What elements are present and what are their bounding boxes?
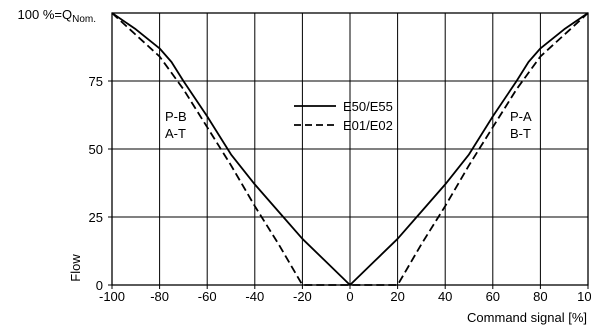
y-tick-label: 75: [89, 74, 103, 89]
annotation-pb-at-line1: P-B: [165, 109, 187, 124]
y-tick-label: 25: [89, 210, 103, 225]
y-axis-top-label: 100 %=QNom.: [18, 7, 96, 25]
x-tick-label: -40: [245, 289, 264, 304]
x-tick-label: 100: [577, 289, 591, 304]
annotation-pa-bt-line1: P-A: [510, 109, 532, 124]
x-tick-label: -20: [293, 289, 312, 304]
legend-label-e50: E50/E55: [343, 99, 393, 114]
x-tick-label: 20: [390, 289, 404, 304]
x-tick-label: 60: [486, 289, 500, 304]
x-tick-label: -100: [99, 289, 125, 304]
x-tick-label: 80: [533, 289, 547, 304]
legend: E50/E55 E01/E02: [294, 99, 393, 133]
y-tick-label: 50: [89, 142, 103, 157]
y-top-label-sub: Nom.: [72, 14, 96, 25]
y-tick-label: 0: [96, 278, 103, 293]
annotation-pa-bt-line2: B-T: [510, 126, 531, 141]
annotation-pb-at-line2: A-T: [165, 126, 186, 141]
x-tick-label: -80: [150, 289, 169, 304]
x-tick-label: 40: [438, 289, 452, 304]
x-axis-label: Command signal [%]: [467, 310, 587, 325]
tick-labels: -100 -80 -60 -40 -20 0 20 40 60 80 100 0 25 50 75: [89, 74, 591, 304]
y-axis-label: Flow: [68, 254, 83, 282]
annotations: P-B A-T P-A B-T: [165, 109, 532, 141]
grid-lines: [111, 12, 589, 286]
series-line-e01-e02: [111, 12, 589, 286]
x-tick-label: 0: [346, 289, 353, 304]
y-top-label-main: 100 %=Q: [18, 7, 73, 22]
legend-label-e01: E01/E02: [343, 118, 393, 133]
x-tick-label: -60: [198, 289, 217, 304]
